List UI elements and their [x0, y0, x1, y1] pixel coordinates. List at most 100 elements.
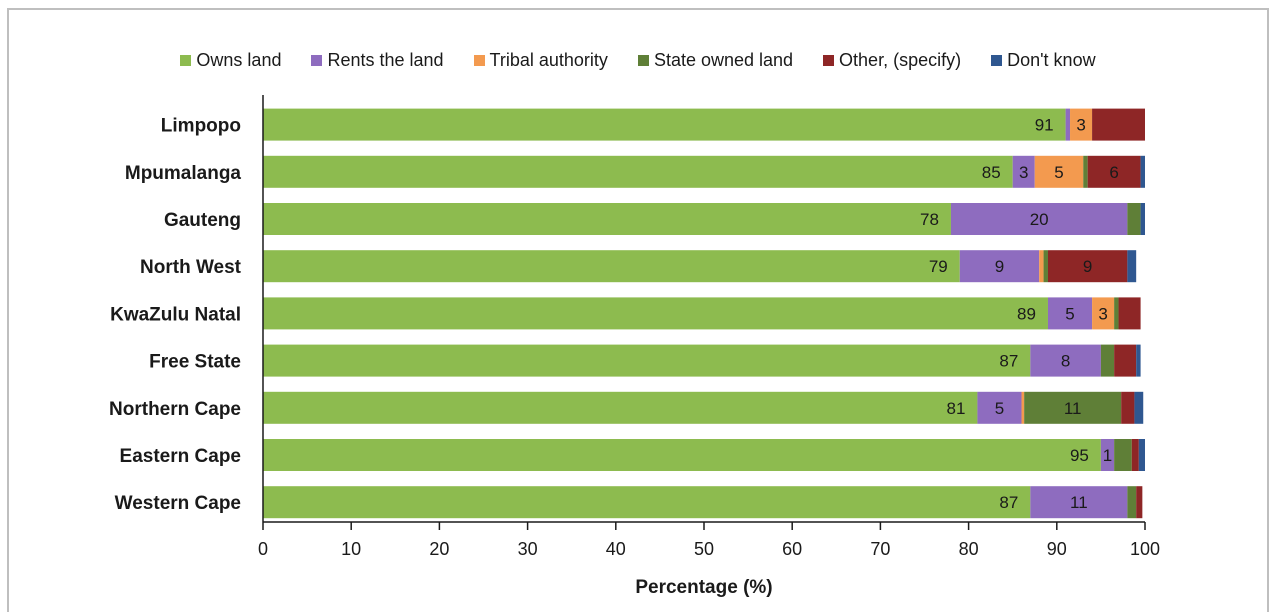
category-label: Limpopo: [161, 116, 241, 137]
legend-item: Rents the land: [311, 50, 444, 71]
bar-segment: [1140, 203, 1145, 235]
bar-segment: [1092, 297, 1115, 330]
data-label: 89: [1017, 304, 1036, 323]
category-label: Eastern Cape: [120, 446, 241, 467]
data-label: 5: [995, 399, 1004, 418]
bar-segment: [1039, 250, 1044, 283]
x-axis-title: Percentage (%): [635, 577, 772, 598]
bar-segment: [1100, 344, 1115, 377]
bar-segment: [1047, 297, 1093, 330]
x-tick-label: 40: [606, 539, 626, 559]
legend-swatch: [823, 55, 835, 66]
bar-segment: [263, 250, 960, 283]
bar-segment: [1030, 344, 1101, 377]
data-label: 9: [995, 257, 1004, 276]
bar-segment: [263, 439, 1101, 471]
legend-item: Other, (specify): [823, 50, 961, 71]
category-label: Western Cape: [115, 493, 241, 514]
bar-segment: [1034, 155, 1084, 188]
bar-segment: [263, 297, 1048, 330]
category-label: Northern Cape: [109, 399, 241, 420]
data-label: 3: [1019, 163, 1028, 182]
category-label: KwaZulu Natal: [110, 304, 241, 325]
x-tick-label: 50: [694, 539, 714, 559]
legend-swatch: [637, 55, 649, 66]
bar-segment: [1065, 108, 1071, 141]
legend-label: State owned land: [653, 50, 794, 70]
data-label: 5: [1054, 163, 1063, 182]
x-tick-label: 70: [870, 539, 890, 559]
legend-item: Don't know: [991, 50, 1096, 71]
data-label: 91: [1035, 116, 1054, 135]
bar-segment: [1114, 344, 1137, 377]
legend-item: Owns land: [180, 50, 281, 71]
bar-segment: [1140, 155, 1145, 188]
legend-label: Rents the land: [327, 50, 444, 70]
bar-segment: [263, 344, 1031, 377]
data-label: 3: [1076, 116, 1085, 135]
data-label: 79: [929, 257, 948, 276]
category-label: Mpumalanga: [125, 163, 242, 184]
bar-segment: [1087, 155, 1141, 188]
legend-item: State owned land: [637, 50, 794, 71]
bar-segment: [1114, 297, 1119, 330]
chart-frame: [7, 8, 1269, 612]
chart-legend: Owns land Rents the land Tribal authority S…: [0, 50, 1276, 71]
data-label: 81: [946, 399, 965, 418]
x-tick-label: 100: [1130, 539, 1160, 559]
bar-segment: [1134, 391, 1144, 424]
x-tick-label: 90: [1047, 539, 1067, 559]
bar-segment: [1118, 297, 1141, 330]
category-label: North West: [140, 257, 242, 278]
bar-segment: [1070, 108, 1093, 141]
bar-segment: [1012, 155, 1035, 188]
category-label: Gauteng: [164, 210, 241, 231]
x-tick-label: 80: [959, 539, 979, 559]
bar-segment: [1138, 439, 1145, 471]
legend-swatch: [311, 55, 323, 66]
bar-segment: [1030, 486, 1128, 519]
bar-segment: [263, 486, 1031, 519]
bar-segment: [1136, 344, 1141, 377]
data-label: 6: [1109, 163, 1118, 182]
bar-segment: [959, 250, 1040, 283]
bar-segment: [263, 155, 1013, 188]
bar-segment: [1121, 391, 1135, 424]
legend-swatch: [473, 55, 485, 66]
data-label: 87: [999, 493, 1018, 512]
bar-segment: [1092, 108, 1145, 141]
bar-segment: [1047, 250, 1128, 283]
data-label: 78: [920, 210, 939, 229]
bar-segment: [1127, 203, 1141, 235]
x-tick-label: 30: [518, 539, 538, 559]
legend-label: Tribal authority: [489, 50, 608, 70]
data-label: 20: [1030, 210, 1049, 229]
data-label: 87: [999, 352, 1018, 371]
legend-swatch: [991, 55, 1003, 66]
data-label: 85: [982, 163, 1001, 182]
bar-segment: [263, 391, 978, 424]
bar-segment: [1021, 391, 1025, 424]
bar-segment: [1100, 439, 1115, 471]
bar-segment: [950, 203, 1128, 235]
bar-segment: [263, 108, 1066, 141]
data-label: 5: [1065, 304, 1074, 323]
bar-segment: [1127, 250, 1137, 283]
category-label: Free State: [149, 352, 241, 373]
legend-swatch: [180, 55, 192, 66]
x-tick-label: 0: [258, 539, 268, 559]
bar-segment: [1083, 155, 1088, 188]
bar-segment: [1127, 486, 1137, 519]
data-label: 11: [1064, 399, 1082, 418]
x-tick-label: 20: [429, 539, 449, 559]
data-label: 11: [1070, 493, 1088, 512]
data-label: 95: [1070, 446, 1089, 465]
data-label: 8: [1061, 352, 1070, 371]
data-label: 1: [1103, 446, 1112, 465]
bar-segment: [1114, 439, 1132, 471]
bar-segment: [977, 391, 1022, 424]
legend-label: Owns land: [196, 50, 282, 70]
x-tick-label: 60: [782, 539, 802, 559]
bar-segment: [1043, 250, 1048, 283]
